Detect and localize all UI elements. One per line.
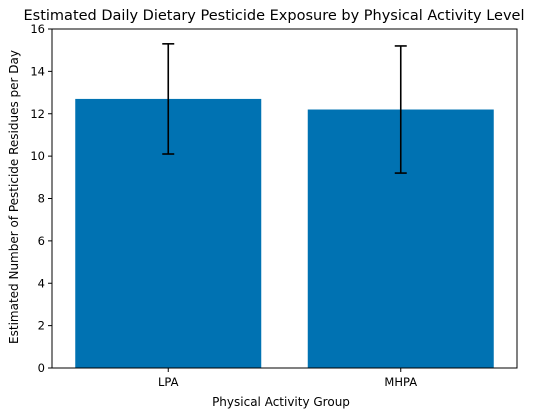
x-axis-label: Physical Activity Group [212, 395, 350, 409]
y-tick-label: 4 [38, 276, 45, 290]
x-tick-label: MHPA [384, 375, 417, 389]
y-tick-label: 10 [30, 149, 45, 163]
y-tick-label: 12 [30, 107, 45, 121]
plot-frame [51, 28, 518, 369]
y-tick-label: 8 [38, 192, 45, 206]
y-tick-label: 2 [38, 319, 45, 333]
y-tick-label: 16 [30, 22, 45, 36]
y-axis-label: Estimated Number of Pesticide Residues p… [7, 50, 21, 344]
y-tick-label: 0 [38, 361, 45, 375]
plot-area: LPA MHPA 0 2 4 6 8 10 12 14 16 [30, 22, 518, 389]
y-tick-label: 6 [38, 234, 45, 248]
y-tick-label: 14 [30, 64, 45, 78]
chart-title: Estimated Daily Dietary Pesticide Exposu… [24, 8, 525, 24]
x-tick-label: LPA [158, 375, 179, 389]
